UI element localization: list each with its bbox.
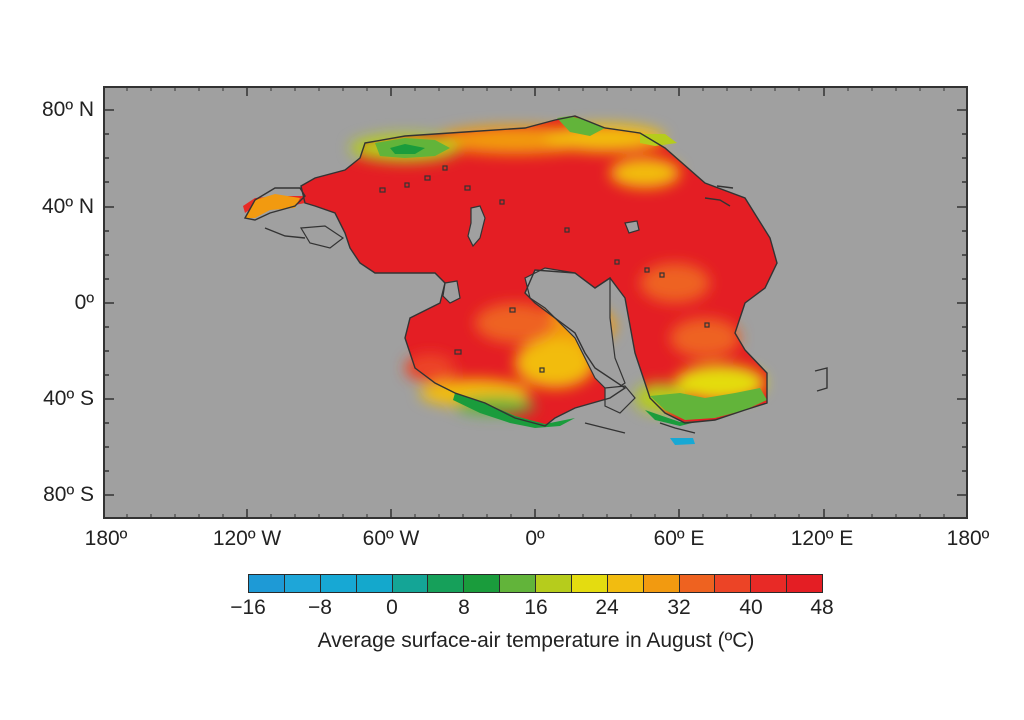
x-tick-label-120e: 120º E xyxy=(790,527,854,550)
north-island-2 xyxy=(640,134,677,146)
colorbar-segment xyxy=(607,575,644,592)
colorbar-tick-label: −8 xyxy=(308,596,332,619)
colorbar-tick-label: −16 xyxy=(230,596,266,619)
north-lake xyxy=(467,205,486,248)
y-tick-label-0: 0º xyxy=(74,291,94,314)
colorbar-segment xyxy=(428,575,465,592)
colorbar-segment xyxy=(500,575,536,592)
colorbar-tick-label: 40 xyxy=(739,596,763,619)
x-tick-label-60w: 60º W xyxy=(362,527,420,550)
colorbar-segment xyxy=(715,575,752,592)
x-tick-label-180w: 180º xyxy=(84,527,128,550)
supercontinent-map xyxy=(243,115,828,445)
colorbar-segment xyxy=(536,575,572,592)
colorbar-segment xyxy=(284,575,321,592)
y-tick-label-40s: 40º S xyxy=(43,387,94,410)
colorbar-tick-label: 16 xyxy=(524,596,548,619)
west-lake xyxy=(442,280,461,304)
colorbar-segment xyxy=(464,575,501,592)
southern-tip-island xyxy=(670,438,695,445)
x-tick-label-0: 0º xyxy=(525,527,545,550)
landmass-fill xyxy=(301,116,777,426)
y-tick-label-40n: 40º N xyxy=(41,195,94,218)
colorbar-segment xyxy=(571,575,608,592)
east-lake xyxy=(624,220,640,234)
colorbar-segment xyxy=(392,575,429,592)
colorbar xyxy=(248,574,823,593)
colorbar-title: Average surface-air temperature in Augus… xyxy=(317,629,755,652)
landmass-west-islands xyxy=(245,194,300,218)
y-tick-label-80n: 80º N xyxy=(41,98,94,121)
small-lakes xyxy=(379,165,710,373)
colorbar-segment xyxy=(249,575,285,592)
southeast-coast-deep xyxy=(645,410,700,426)
y-tick-label-80s: 80º S xyxy=(43,483,94,506)
colorbar-tick-label: 24 xyxy=(595,596,619,619)
colorbar-tick-label: 0 xyxy=(386,596,398,619)
x-tick-label-60e: 60º E xyxy=(653,527,705,550)
coastlines xyxy=(243,115,828,434)
southeast-coast-green xyxy=(650,388,767,420)
colorbar-segment xyxy=(320,575,357,592)
colorbar-segment xyxy=(643,575,680,592)
colorbar-segment xyxy=(356,575,393,592)
colorbar-tick-label: 8 xyxy=(458,596,470,619)
north-island xyxy=(557,116,605,136)
inland-seas xyxy=(299,205,640,414)
colorbar-segment xyxy=(751,575,788,592)
west-bay xyxy=(299,225,345,249)
x-tick-label-180e: 180º xyxy=(946,527,990,550)
colorbar-segment xyxy=(787,575,822,592)
x-tick-label-120w: 120º W xyxy=(212,527,282,550)
temperature-field xyxy=(243,116,777,445)
map-plot-area xyxy=(103,86,968,519)
colorbar-tick-label: 48 xyxy=(810,596,834,619)
north-coast-green xyxy=(390,144,425,154)
colorbar-tick-label: 32 xyxy=(667,596,691,619)
colorbar-segment xyxy=(679,575,716,592)
